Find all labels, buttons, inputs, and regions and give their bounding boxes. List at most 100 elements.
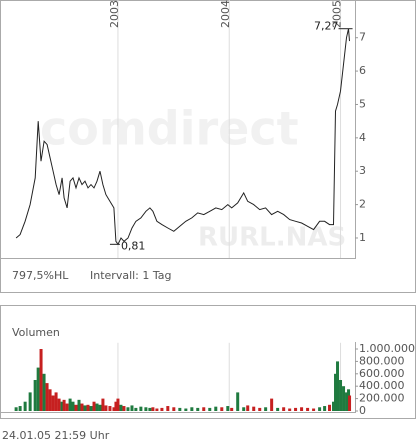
volume-bar [134,407,138,411]
volume-bar [178,407,182,411]
volume-bar [23,401,27,411]
volume-bar [336,361,340,411]
volume-bar [300,407,304,411]
volume-bar [342,386,346,411]
annotation-label: 0,81 [121,239,146,252]
symbol-watermark: RURL.NAS [198,223,346,253]
volume-bar [166,406,170,411]
volume-bar [155,408,159,411]
volume-bar [14,407,18,411]
y-tick-label: 800.000 [359,354,405,367]
volume-bar [258,407,262,411]
volume-bar [144,407,148,411]
watermark: comdirect [40,102,299,156]
volume-bar [294,407,298,411]
y-tick-label: 3 [359,164,366,177]
volume-bar [148,407,152,411]
volume-bar [54,392,58,411]
volume-panel [0,305,416,419]
volume-bar [226,406,230,411]
volume-bar [252,406,256,411]
interval-label: Intervall: 1 Tag [90,269,172,282]
volume-bar [236,392,240,411]
volume-bar [160,407,164,411]
volume-bar [230,407,234,411]
volume-title: Volumen [12,326,60,339]
volume-bar [276,407,280,411]
volume-bar [65,403,69,411]
volume-bar [77,399,81,411]
volume-bar [151,407,155,411]
volume-bar [306,407,310,411]
volume-bar [348,395,352,411]
volume-bar [36,367,40,411]
volume-bar [264,407,268,411]
volume-bar [288,408,292,411]
volume-bar [18,406,22,411]
volume-bar [95,403,99,411]
volume-bar [339,380,343,411]
volume-bar [172,407,176,411]
volume-bar [80,403,84,411]
volume-bar [101,398,105,411]
volume-bar [214,406,218,411]
volume-bar [270,398,274,411]
volume-bar [130,405,134,411]
volume-bar [57,398,61,411]
y-tick-label: 4 [359,131,366,144]
volume-bar [312,408,316,411]
y-tick-label: 600.000 [359,367,405,380]
volume-bar [345,392,349,411]
volume-bar [328,404,332,411]
y-tick-label: 7 [359,31,366,44]
volume-bar [126,407,130,411]
volume-bar [98,404,102,411]
price-line [15,28,350,246]
volume-bar [139,406,143,411]
volume-bar [119,404,123,411]
x-tick-label: 2004 [219,0,232,28]
volume-bar [112,407,116,411]
volume-bar [246,405,250,411]
volume-bar [51,395,55,411]
annotation-label: 7,27 [314,20,339,33]
volume-bar [196,407,200,411]
volume-bar [83,405,87,411]
y-tick-label: 1.000.000 [359,342,415,355]
volume-bar [89,406,93,411]
y-tick-label: 5 [359,97,366,110]
volume-bar [116,398,120,411]
volume-bar [323,406,327,411]
volume-bar [114,401,118,411]
volume-bar [42,373,46,411]
x-tick-label: 2003 [108,0,121,28]
volume-bar [202,407,206,411]
x-tick-label: 2005 [331,0,344,28]
volume-bar [48,389,52,411]
range-label: 797,5%HL [12,269,69,282]
volume-bar [334,373,338,411]
volume-bar [92,401,96,411]
timestamp: 24.01.05 21:59 Uhr [2,429,110,442]
volume-bar [86,404,90,411]
volume-bar [45,383,49,411]
y-tick-label: 0 [359,404,366,417]
volume-bar [104,405,108,411]
volume-bar [282,407,286,411]
price-panel [0,0,416,293]
volume-bar [184,408,188,411]
volume-bar [60,401,64,411]
volume-bar [242,407,246,411]
volume-bar [62,399,66,411]
volume-bar [108,406,112,411]
volume-bar [122,406,126,411]
volume-bar [318,407,322,411]
y-tick-label: 6 [359,64,366,77]
y-tick-label: 2 [359,198,366,211]
volume-bar [208,407,212,411]
y-tick-label: 400.000 [359,379,405,392]
volume-bar [71,401,75,411]
volume-bar [33,380,37,411]
